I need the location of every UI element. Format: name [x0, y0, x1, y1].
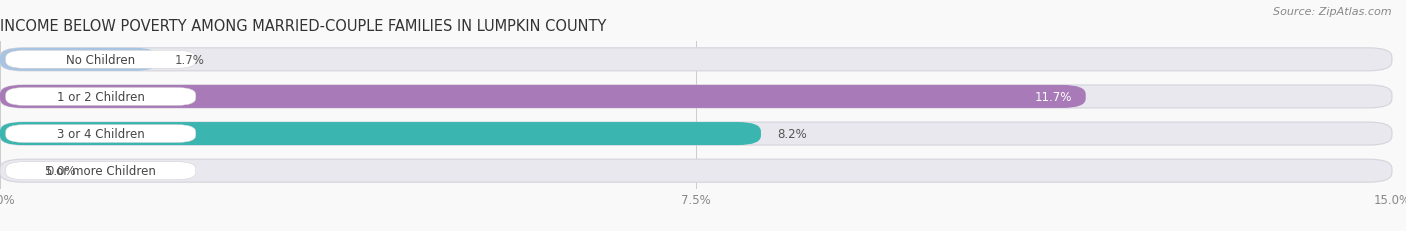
Text: 5 or more Children: 5 or more Children: [45, 164, 156, 177]
FancyBboxPatch shape: [0, 49, 1392, 72]
FancyBboxPatch shape: [0, 159, 1392, 182]
Text: 1.7%: 1.7%: [174, 54, 204, 67]
Text: 8.2%: 8.2%: [778, 128, 807, 140]
FancyBboxPatch shape: [0, 122, 761, 146]
FancyBboxPatch shape: [6, 51, 195, 69]
Text: Source: ZipAtlas.com: Source: ZipAtlas.com: [1274, 7, 1392, 17]
FancyBboxPatch shape: [0, 122, 1392, 146]
FancyBboxPatch shape: [6, 88, 195, 106]
Text: 3 or 4 Children: 3 or 4 Children: [56, 128, 145, 140]
Text: 0.0%: 0.0%: [46, 164, 76, 177]
Text: 1 or 2 Children: 1 or 2 Children: [56, 91, 145, 103]
Text: 11.7%: 11.7%: [1035, 91, 1071, 103]
Text: No Children: No Children: [66, 54, 135, 67]
FancyBboxPatch shape: [0, 49, 157, 72]
FancyBboxPatch shape: [6, 125, 195, 143]
FancyBboxPatch shape: [0, 85, 1392, 109]
FancyBboxPatch shape: [0, 85, 1085, 109]
FancyBboxPatch shape: [6, 162, 195, 180]
Text: INCOME BELOW POVERTY AMONG MARRIED-COUPLE FAMILIES IN LUMPKIN COUNTY: INCOME BELOW POVERTY AMONG MARRIED-COUPL…: [0, 18, 606, 33]
